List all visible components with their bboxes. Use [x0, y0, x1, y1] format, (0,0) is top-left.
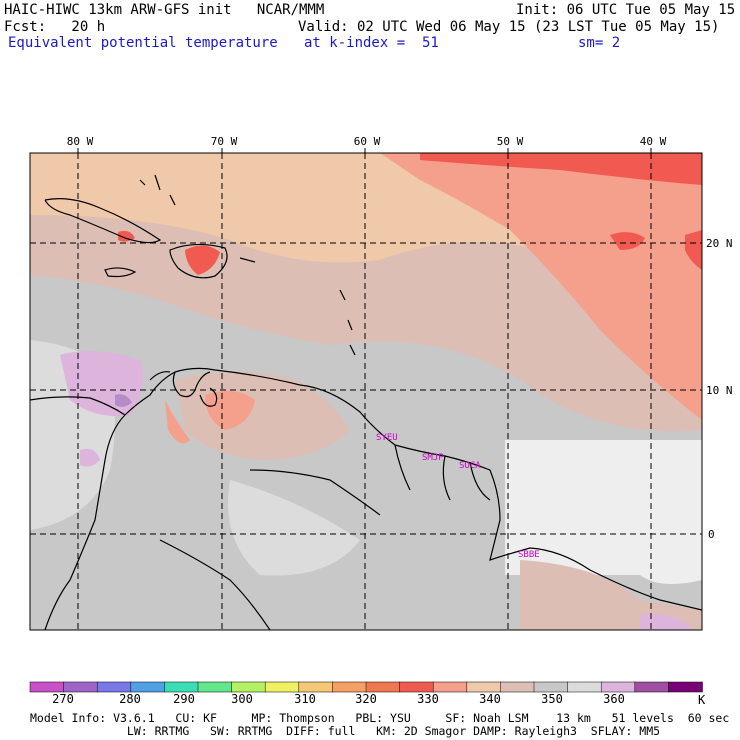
station-label: SOCA — [459, 461, 481, 471]
colorbar-swatch — [197, 681, 233, 693]
colorbar-label: 270 — [52, 692, 74, 706]
init-time: Init: 06 UTC Tue 05 May 15 — [516, 2, 736, 18]
lon-label: 40 W — [640, 135, 667, 148]
station-label: SYEU — [376, 433, 398, 443]
colorbar-label: 280 — [119, 692, 141, 706]
colorbar-swatch — [231, 681, 266, 693]
colorbar-label: 300 — [231, 692, 253, 706]
colorbar-swatch — [466, 681, 502, 693]
lon-label: 60 W — [354, 135, 381, 148]
colorbar-swatch — [63, 681, 98, 693]
colorbar-swatch — [332, 681, 367, 693]
colorbar-swatch — [600, 681, 636, 693]
colorbar-swatch — [668, 681, 703, 693]
lat-label: 20 N — [706, 237, 733, 250]
colorbar-label: 330 — [417, 692, 439, 706]
colorbar-label: 310 — [294, 692, 316, 706]
colorbar-swatch — [399, 681, 434, 693]
coastlines — [30, 174, 702, 630]
colorbar-swatch — [500, 681, 535, 693]
lon-label: 70 W — [211, 135, 238, 148]
lon-labels: 80 W 70 W 60 W 50 W 40 W — [67, 135, 667, 148]
smoothing: sm= 2 — [578, 35, 621, 51]
colorbar-swatch — [164, 681, 199, 693]
colorbar-swatch — [96, 681, 132, 693]
colorbar-swatch — [365, 681, 401, 693]
level-index: at k-index = 51 — [304, 35, 439, 51]
colorbar-unit: K — [698, 693, 706, 707]
forecast-hour: Fcst: 20 h — [4, 19, 106, 35]
title-line1: HAIC-HIWC 13km ARW-GFS init NCAR/MMM — [4, 2, 325, 18]
valid-time: Valid: 02 UTC Wed 06 May 15 (23 LST Tue … — [298, 19, 720, 35]
colorbar-label: 350 — [541, 692, 563, 706]
colorbar-label: 360 — [603, 692, 625, 706]
colorbar-swatch — [533, 681, 569, 693]
lat-labels: 20 N 10 N 0 — [706, 237, 733, 541]
colorbar-label: 320 — [355, 692, 377, 706]
colorbar-swatch — [432, 681, 468, 693]
lat-label: 0 — [708, 528, 715, 541]
model-info-line1: Model Info: V3.6.1 CU: KF MP: Thompson P… — [30, 711, 730, 725]
model-info-line2: LW: RRTMG SW: RRTMG DIFF: full KM: 2D Sm… — [30, 724, 661, 738]
lon-label: 50 W — [497, 135, 524, 148]
field-name: Equivalent potential temperature — [8, 35, 278, 51]
station-label: SBBE — [518, 550, 540, 560]
colorbar — [29, 681, 703, 693]
theta-e-field — [30, 153, 702, 630]
colorbar-swatch — [29, 681, 65, 693]
colorbar-swatch — [298, 681, 334, 693]
colorbar-swatch — [130, 681, 166, 693]
colorbar-swatch — [567, 681, 602, 693]
station-label: SMJP — [422, 453, 444, 463]
lon-label: 80 W — [67, 135, 94, 148]
lat-label: 10 N — [706, 384, 733, 397]
colorbar-swatch — [634, 681, 670, 693]
colorbar-label: 340 — [479, 692, 501, 706]
map-frame — [29, 152, 703, 631]
colorbar-swatch — [264, 681, 300, 693]
station-labels: SYEU SMJP SOCA SBBE — [376, 433, 540, 560]
lat-lon-grid — [30, 153, 702, 630]
colorbar-label: 290 — [173, 692, 195, 706]
